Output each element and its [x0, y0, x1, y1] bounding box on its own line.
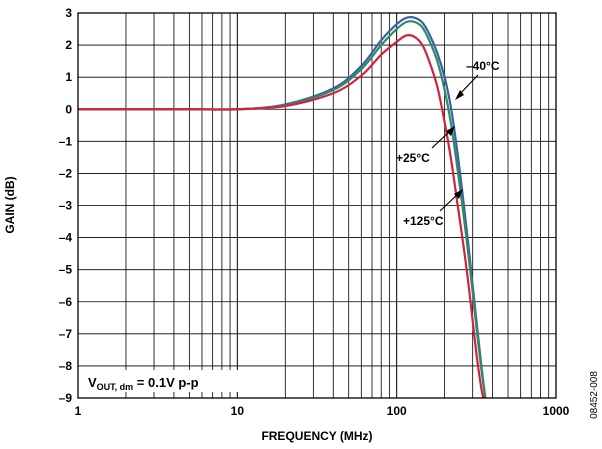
series-lines	[78, 16, 487, 399]
annotation-plus25: +25°C	[396, 126, 455, 165]
arrowhead-minus40c	[455, 90, 464, 100]
x-tick-label: 1000	[543, 404, 570, 418]
y-tick-label: –3	[59, 199, 73, 213]
condition-subscript: OUT, dm	[97, 382, 134, 392]
y-tick-label: –8	[59, 359, 73, 373]
y-tick-label: –9	[59, 391, 73, 405]
label-plus25c: +25°C	[396, 151, 430, 165]
condition-label-bg	[82, 370, 252, 392]
y-tick-label: –4	[59, 231, 73, 245]
arrowhead-plus125c	[454, 189, 463, 199]
y-tick-label: 3	[65, 6, 72, 20]
figure-id: 08452-008	[589, 371, 600, 419]
annotation-plus125: +125°C	[403, 189, 463, 228]
x-tick-label: 100	[387, 404, 407, 418]
y-axis-title: GAIN (dB)	[3, 176, 17, 233]
label-minus40c: –40°C	[466, 59, 500, 73]
y-tick-label: –1	[59, 134, 73, 148]
y-tick-label: 0	[65, 102, 72, 116]
annotation-minus40: –40°C	[455, 59, 500, 100]
x-axis-title: FREQUENCY (MHz)	[261, 429, 372, 443]
plot-frame	[77, 12, 557, 399]
condition-label: VOUT, dm = 0.1V p-p	[88, 375, 199, 392]
y-tick-label: –5	[59, 263, 73, 277]
arrowhead-plus25c	[446, 126, 455, 136]
y-tick-label: –7	[59, 327, 73, 341]
label-plus125c: +125°C	[403, 214, 444, 228]
series-line-2	[78, 34, 485, 399]
y-tick-label: 2	[65, 38, 72, 52]
condition-value: = 0.1V p-p	[133, 375, 198, 390]
y-tick-label: –2	[59, 166, 73, 180]
x-tick-label: 1	[75, 404, 82, 418]
y-tick-label: –6	[59, 295, 73, 309]
x-tick-label: 10	[231, 404, 245, 418]
y-tick-label: 1	[65, 70, 72, 84]
condition-v: V	[88, 375, 97, 390]
arrow-plus25c	[431, 129, 452, 149]
arrow-plus125c	[439, 192, 460, 212]
